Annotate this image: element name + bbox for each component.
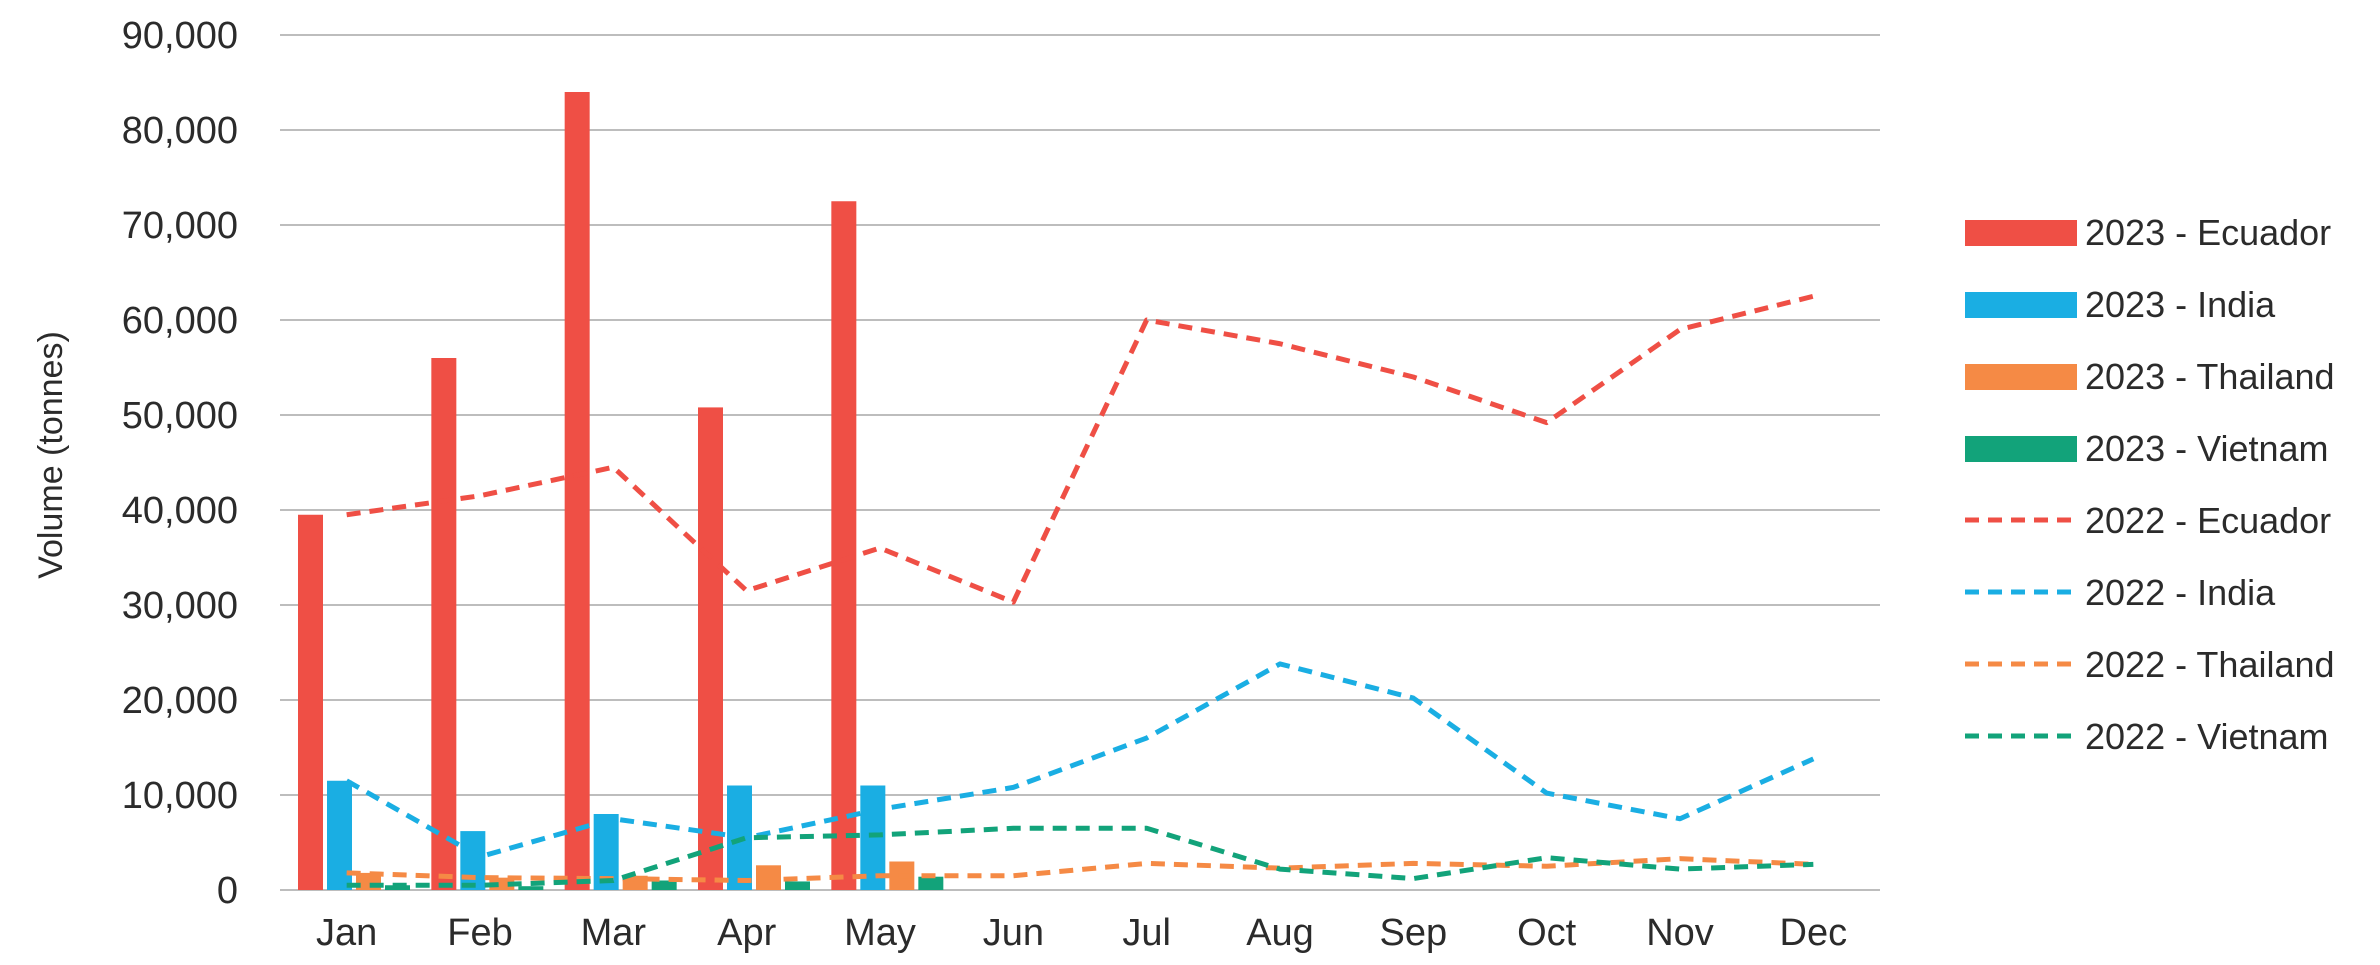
line-series-group bbox=[345, 293, 1815, 888]
x-tick-label: Apr bbox=[717, 912, 776, 954]
y-tick-label: 20,000 bbox=[122, 680, 238, 722]
legend-label: 2022 - India bbox=[2085, 572, 2276, 613]
y-axis-title: Volume (tonnes) bbox=[32, 331, 70, 579]
legend: 2023 - Ecuador 2023 - India 2023 - Thailan… bbox=[1965, 212, 2335, 757]
legend-label: 2023 - Thailand bbox=[2085, 356, 2335, 397]
y-tick-label: 40,000 bbox=[122, 490, 238, 532]
bar bbox=[831, 201, 857, 890]
series-line bbox=[346, 825, 1814, 888]
bar-series-group bbox=[298, 92, 944, 890]
bar bbox=[785, 881, 810, 890]
x-tick-label: Jul bbox=[1122, 912, 1171, 954]
y-tick-label: 70,000 bbox=[122, 205, 238, 247]
x-axis-ticks: Jan Feb Mar Apr May Jun Jul Aug Sep Oct Nov Dec bbox=[316, 912, 1847, 954]
legend-label: 2022 - Ecuador bbox=[2085, 500, 2331, 541]
gridlines bbox=[280, 34, 1880, 891]
series-line bbox=[345, 661, 1815, 860]
bar bbox=[518, 886, 544, 890]
bar bbox=[564, 92, 590, 890]
x-tick-label: Nov bbox=[1646, 912, 1714, 954]
bar bbox=[431, 358, 457, 890]
bar bbox=[918, 876, 944, 890]
y-axis-ticks: 0 10,000 20,000 30,000 40,000 50,000 60,000 70,… bbox=[122, 15, 238, 912]
x-tick-label: Feb bbox=[447, 912, 512, 954]
x-tick-label: May bbox=[844, 912, 916, 954]
legend-label: 2022 - Thailand bbox=[2085, 644, 2335, 685]
bar bbox=[698, 407, 723, 890]
legend-swatch bbox=[1965, 364, 2077, 390]
y-tick-label: 50,000 bbox=[122, 395, 238, 437]
y-tick-label: 0 bbox=[217, 870, 238, 912]
y-tick-label: 30,000 bbox=[122, 585, 238, 627]
legend-swatch bbox=[1965, 436, 2077, 462]
series-line bbox=[346, 856, 1814, 883]
bar bbox=[298, 514, 323, 890]
x-tick-label: Oct bbox=[1517, 912, 1577, 954]
legend-label: 2023 - Vietnam bbox=[2085, 428, 2329, 469]
x-tick-label: Jan bbox=[316, 912, 377, 954]
x-tick-label: Aug bbox=[1246, 912, 1314, 954]
y-tick-label: 80,000 bbox=[122, 110, 238, 152]
legend-label: 2023 - Ecuador bbox=[2085, 212, 2331, 253]
x-tick-label: Dec bbox=[1780, 912, 1848, 954]
bar bbox=[460, 831, 486, 890]
legend-label: 2023 - India bbox=[2085, 284, 2276, 325]
x-tick-label: Jun bbox=[983, 912, 1044, 954]
legend-swatch bbox=[1965, 292, 2077, 318]
y-tick-label: 60,000 bbox=[122, 300, 238, 342]
bar bbox=[860, 785, 886, 890]
x-tick-label: Mar bbox=[581, 912, 647, 954]
bar bbox=[651, 880, 677, 890]
legend-label: 2022 - Vietnam bbox=[2085, 716, 2329, 757]
y-tick-label: 10,000 bbox=[122, 775, 238, 817]
legend-swatch bbox=[1965, 220, 2077, 246]
x-tick-label: Sep bbox=[1380, 912, 1448, 954]
y-tick-label: 90,000 bbox=[122, 15, 238, 57]
